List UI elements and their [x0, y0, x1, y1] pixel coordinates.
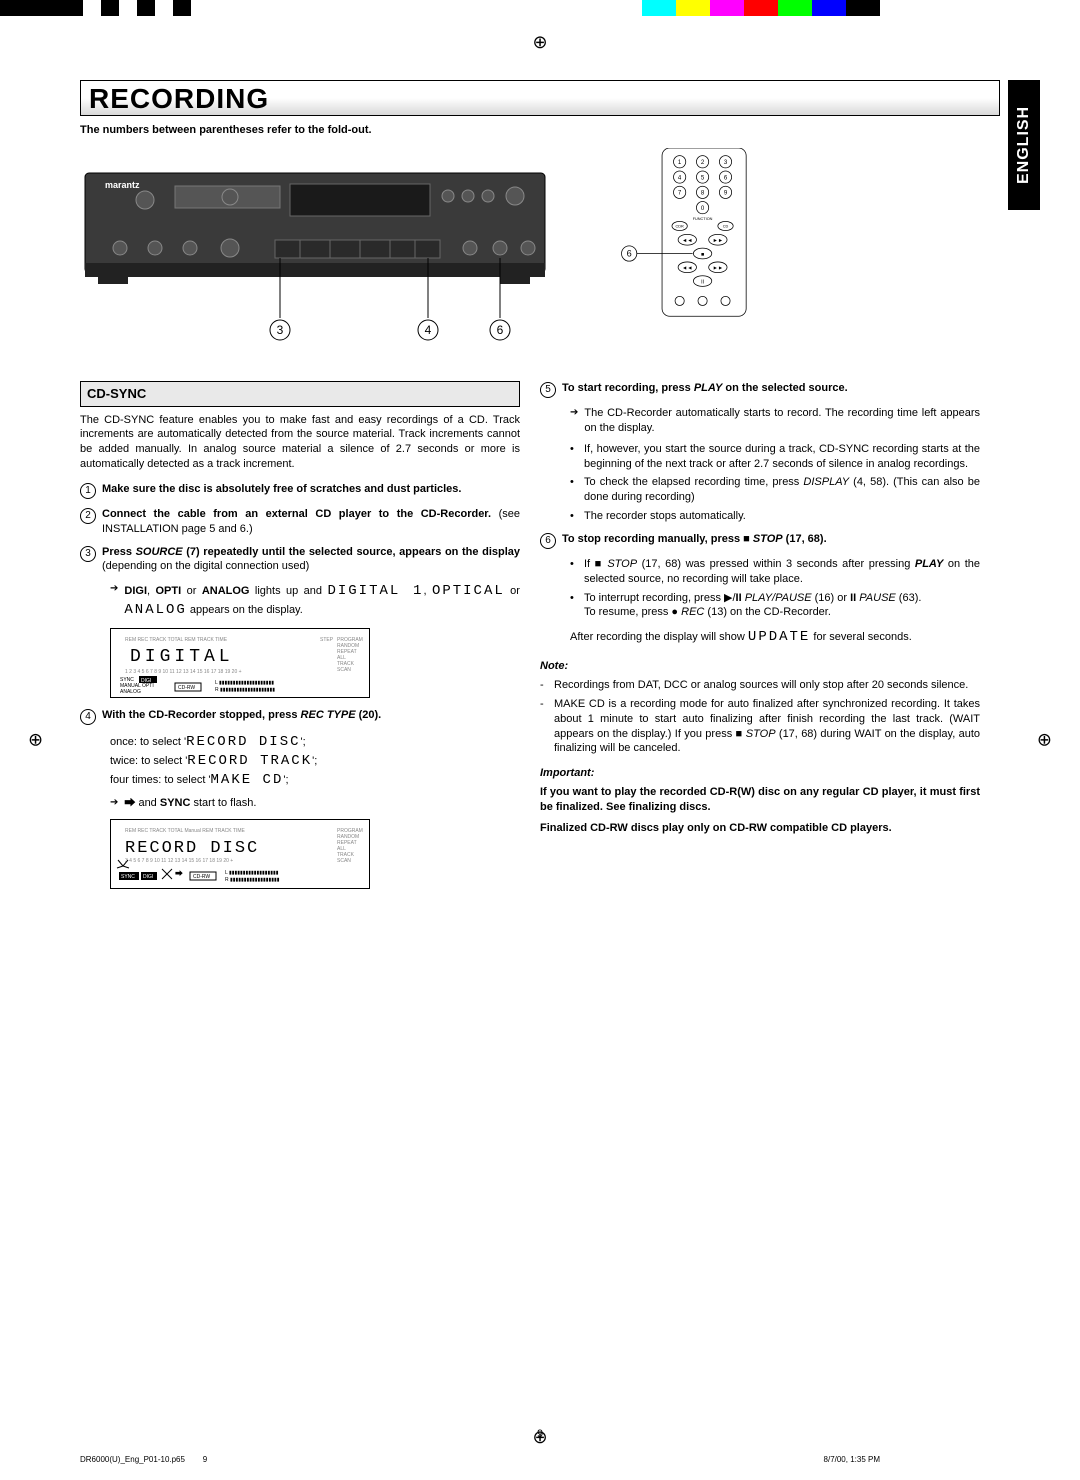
page-content: RECORDING The numbers between parenthese… — [80, 80, 1000, 899]
svg-text:L ▮▮▮▮▮▮▮▮▮▮▮▮▮▮▮▮▮▮: L ▮▮▮▮▮▮▮▮▮▮▮▮▮▮▮▮▮▮ — [225, 870, 279, 876]
footer-date: 8/7/00, 1:35 PM — [824, 1455, 880, 1464]
svg-text:REM REC TRACK TOTAL REM T: REM REC TRACK TOTAL REM TRACK TIME — [125, 637, 228, 643]
svg-text:RECORD DISC: RECORD DISC — [125, 839, 259, 858]
page-title: RECORDING — [89, 83, 991, 115]
svg-text:3: 3 — [277, 323, 284, 337]
svg-text:5: 5 — [701, 174, 705, 181]
right-column: 5 To start recording, press PLAY on the … — [540, 381, 980, 899]
svg-text:DIGITAL: DIGITAL — [130, 647, 234, 667]
important-heading: Important: — [540, 766, 980, 781]
step3-arrow: DIGI, OPTI or ANALOG lights up and DIGIT… — [80, 582, 520, 620]
language-tab: ENGLISH — [1008, 80, 1040, 210]
important-2: Finalized CD-RW discs play only on CD-RW… — [540, 821, 980, 836]
svg-text:1: 1 — [678, 159, 682, 166]
step5-arrow: The CD-Recorder automatically starts to … — [540, 406, 980, 436]
left-column: CD-SYNC The CD-SYNC feature enables you … — [80, 381, 520, 899]
svg-text:marantz: marantz — [105, 180, 140, 190]
svg-text:◄◄: ◄◄ — [682, 238, 693, 244]
device-figure: marantz — [80, 148, 550, 351]
title-bar: RECORDING — [80, 80, 1000, 116]
svg-text:6: 6 — [627, 249, 632, 259]
svg-text:8: 8 — [701, 190, 705, 197]
note-heading: Note: — [540, 659, 980, 674]
svg-text:DIGI: DIGI — [143, 874, 153, 880]
important-1: If you want to play the recorded CD-R(W)… — [540, 785, 980, 815]
svg-text:ANALOG: ANALOG — [120, 689, 141, 693]
step-4: 4 With the CD-Recorder stopped, press RE… — [80, 708, 520, 725]
svg-text:SCAN: SCAN — [337, 858, 351, 864]
step6-after: After recording the display will show UP… — [540, 628, 980, 647]
step-2: 2 Connect the cable from an external CD … — [80, 507, 520, 537]
svg-text:6: 6 — [497, 323, 504, 337]
svg-text:REM REC TRACK TOTAL Manual: REM REC TRACK TOTAL Manual REM TRACK TIM… — [125, 828, 246, 834]
svg-text:►►: ►► — [713, 266, 724, 272]
intro-text: The CD-SYNC feature enables you to make … — [80, 413, 520, 472]
svg-text:7: 7 — [678, 190, 682, 197]
svg-text:CDR: CDR — [676, 225, 685, 229]
step-6: 6 To stop recording manually, press ■ ST… — [540, 532, 980, 549]
svg-text:6: 6 — [724, 174, 728, 181]
svg-text:CD-RW: CD-RW — [193, 874, 210, 880]
svg-text:R ▮▮▮▮▮▮▮▮▮▮▮▮▮▮▮▮▮▮▮▮: R ▮▮▮▮▮▮▮▮▮▮▮▮▮▮▮▮▮▮▮▮ — [215, 687, 275, 693]
svg-text:2: 2 — [701, 159, 705, 166]
step-5: 5 To start recording, press PLAY on the … — [540, 381, 980, 398]
svg-text:STEP: STEP — [320, 637, 334, 643]
svg-text:■: ■ — [701, 252, 704, 258]
step-1: 1 Make sure the disc is absolutely free … — [80, 482, 520, 499]
step4-arrow: ⮕ and SYNC start to flash. — [80, 796, 520, 811]
svg-text:9: 9 — [724, 190, 728, 197]
lcd-display-2: REM REC TRACK TOTAL Manual REM TRACK TIM… — [110, 819, 370, 889]
svg-text:R ▮▮▮▮▮▮▮▮▮▮▮▮▮▮▮▮▮▮: R ▮▮▮▮▮▮▮▮▮▮▮▮▮▮▮▮▮▮ — [225, 877, 280, 883]
svg-text:1 2 3 4 5 6 7 8 9 10: 1 2 3 4 5 6 7 8 9 10 11 12 13 14 15 16 1… — [125, 669, 242, 675]
svg-text:CD: CD — [723, 225, 729, 229]
svg-text:II: II — [701, 279, 704, 285]
svg-text:FUNCTION: FUNCTION — [693, 217, 713, 221]
svg-text:0: 0 — [701, 205, 705, 212]
step-3: 3 Press SOURCE (7) repeatedly until the … — [80, 545, 520, 575]
svg-text:3 4 5 6 7 8 9 10 11 1: 3 4 5 6 7 8 9 10 11 12 13 14 15 16 17 18… — [125, 858, 233, 864]
crop-mark-left: ⊕ — [28, 730, 43, 751]
crop-mark-top: ⊕ — [532, 32, 547, 53]
svg-text:CD-RW: CD-RW — [178, 685, 195, 691]
svg-text:L ▮▮▮▮▮▮▮▮▮▮▮▮▮▮▮▮▮▮▮▮: L ▮▮▮▮▮▮▮▮▮▮▮▮▮▮▮▮▮▮▮▮ — [215, 680, 274, 686]
crop-mark-right: ⊕ — [1037, 730, 1052, 751]
svg-text:◄◄: ◄◄ — [682, 266, 693, 272]
section-header: CD-SYNC — [80, 381, 520, 407]
calibration-strip — [0, 0, 1080, 16]
page-number: 9 — [0, 1428, 1080, 1440]
footer-file: DR6000(U)_Eng_P01-10.p65 9 — [80, 1455, 207, 1464]
subtitle-note: The numbers between parentheses refer to… — [80, 124, 1000, 136]
lcd-display-1: REM REC TRACK TOTAL REM TRACK TIME STEP … — [110, 628, 370, 698]
svg-text:4: 4 — [425, 323, 432, 337]
svg-text:⮕: ⮕ — [175, 869, 183, 878]
svg-text:4: 4 — [678, 174, 682, 181]
svg-text:SCAN: SCAN — [337, 667, 351, 673]
svg-text:SYNC: SYNC — [121, 874, 135, 880]
svg-text:3: 3 — [724, 159, 728, 166]
svg-text:►►: ►► — [713, 238, 724, 244]
remote-figure: 1 2 3 4 5 6 7 8 9 0 FUNCTION CDR CD ◄◄ ►… — [620, 148, 750, 351]
